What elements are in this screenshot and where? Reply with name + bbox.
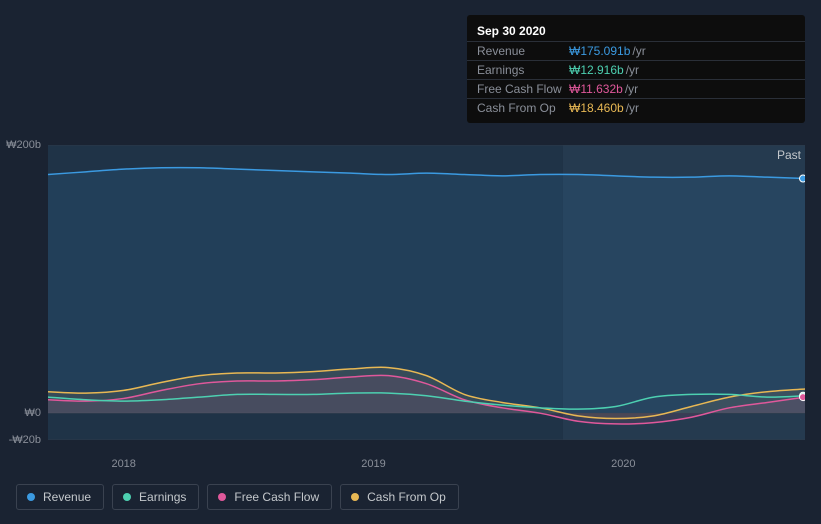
- tooltip-row: Free Cash Flow₩11.632b/yr: [467, 79, 805, 98]
- tooltip-metric-unit: /yr: [626, 101, 639, 115]
- x-axis-label: 2018: [111, 458, 135, 470]
- y-axis-label: -₩20b: [0, 434, 41, 446]
- tooltip-metric-unit: /yr: [632, 44, 645, 58]
- legend: Revenue Earnings Free Cash Flow Cash From O…: [16, 484, 459, 510]
- legend-dot-icon: [218, 493, 226, 501]
- tooltip-row: Cash From Op₩18.460b/yr: [467, 98, 805, 117]
- tooltip-metric-unit: /yr: [625, 82, 638, 96]
- legend-item[interactable]: Revenue: [16, 484, 104, 510]
- plot-area[interactable]: [48, 145, 805, 440]
- tooltip-date: Sep 30 2020: [467, 21, 805, 41]
- legend-label: Free Cash Flow: [234, 490, 319, 504]
- legend-label: Cash From Op: [367, 490, 446, 504]
- x-axis-label: 2019: [361, 458, 385, 470]
- tooltip-row: Revenue₩175.091b/yr: [467, 41, 805, 60]
- legend-dot-icon: [351, 493, 359, 501]
- legend-label: Revenue: [43, 490, 91, 504]
- tooltip-metric-label: Free Cash Flow: [477, 82, 569, 96]
- y-axis-label: ₩0: [0, 407, 41, 419]
- tooltip-metric-value: ₩12.916b: [569, 63, 624, 77]
- legend-item[interactable]: Free Cash Flow: [207, 484, 332, 510]
- y-axis-label: ₩200b: [0, 139, 41, 151]
- legend-item[interactable]: Cash From Op: [340, 484, 459, 510]
- tooltip-metric-label: Revenue: [477, 44, 569, 58]
- tooltip-metric-value: ₩11.632b: [569, 82, 623, 96]
- tooltip-metric-value: ₩175.091b: [569, 44, 630, 58]
- legend-dot-icon: [27, 493, 35, 501]
- tooltip-metric-label: Cash From Op: [477, 101, 569, 115]
- past-label: Past: [777, 148, 801, 162]
- tooltip-row: Earnings₩12.916b/yr: [467, 60, 805, 79]
- legend-item[interactable]: Earnings: [112, 484, 199, 510]
- x-axis-label: 2020: [611, 458, 635, 470]
- tooltip-metric-unit: /yr: [626, 63, 639, 77]
- data-tooltip: Sep 30 2020 Revenue₩175.091b/yrEarnings₩…: [467, 15, 805, 123]
- tooltip-metric-label: Earnings: [477, 63, 569, 77]
- legend-label: Earnings: [139, 490, 186, 504]
- tooltip-metric-value: ₩18.460b: [569, 101, 624, 115]
- financials-chart: Past ₩200b ₩0 -₩20b 2018 2019 2020: [0, 120, 821, 470]
- legend-dot-icon: [123, 493, 131, 501]
